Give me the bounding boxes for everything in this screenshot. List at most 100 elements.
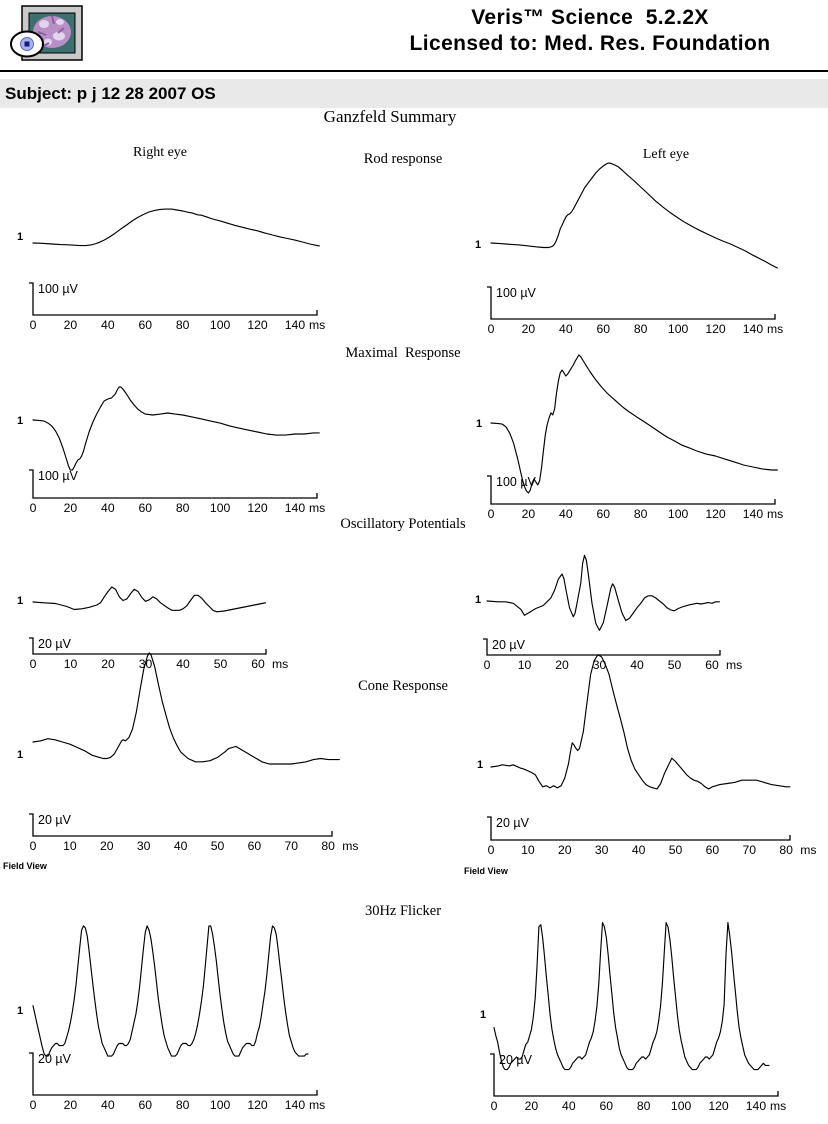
- tick-label: 40: [101, 318, 115, 332]
- tick-label: 30: [137, 839, 151, 853]
- tick-label: 10: [521, 843, 535, 857]
- trace-number-label: 1: [475, 239, 481, 251]
- x-unit-label: ms: [770, 1099, 786, 1113]
- row-label-maximal-response: Maximal Response: [345, 345, 461, 361]
- tick-label: 10: [64, 657, 78, 671]
- subject-bar: Subject: p j 12 28 2007 OS: [0, 79, 828, 108]
- trace-number-label: 1: [476, 418, 482, 430]
- trace-30hz-flicker-right-eye: [32, 925, 309, 1057]
- scale-label: 100 µV: [496, 286, 537, 300]
- trace-cone-response-right-eye: [32, 652, 340, 765]
- axis-maximal-response-left_eye: [487, 475, 776, 505]
- tick-label: 80: [176, 1098, 190, 1112]
- tick-label: 40: [632, 843, 646, 857]
- tick-label: 0: [30, 318, 37, 332]
- tick-label: 0: [488, 507, 495, 521]
- tick-label: 140: [746, 1099, 767, 1113]
- row-label-cone-response: Cone Response: [358, 678, 448, 694]
- trace-oscillatory-potentials-left-eye: [486, 554, 721, 631]
- trace-number-label: 1: [17, 415, 23, 427]
- trace-maximal-response-right-eye: [32, 386, 320, 471]
- panel-30hz-flicker-right-eye: 20 µV 0 20 40 60 80 100 120 140 ms 1: [17, 925, 325, 1112]
- axis-oscillatory-potentials-left_eye: [483, 638, 721, 656]
- tick-label: 120: [247, 318, 268, 332]
- tick-label: 60: [138, 318, 152, 332]
- tick-label: 20: [100, 839, 114, 853]
- tick-label: 40: [176, 657, 190, 671]
- tick-label: 40: [559, 507, 573, 521]
- tick-label: 50: [669, 843, 683, 857]
- tick-label: 20: [64, 1098, 78, 1112]
- tick-label: 40: [630, 658, 644, 672]
- scale-label: 20 µV: [499, 1053, 533, 1067]
- tick-label: 40: [101, 1098, 115, 1112]
- tick-label: 60: [248, 839, 262, 853]
- panel-rod-response-left-eye: 100 µV 0 20 40 60 80 100 120 140 ms 1: [475, 162, 783, 336]
- tick-label: 80: [176, 318, 190, 332]
- tick-label: 40: [562, 1099, 576, 1113]
- x-unit-label: ms: [767, 322, 783, 336]
- x-unit-label: ms: [342, 839, 358, 853]
- panel-oscillatory-potentials-left-eye: 20 µV0 10 20 30 40 50 60 ms 1: [475, 554, 742, 672]
- tick-label: 60: [706, 843, 720, 857]
- tick-label: 80: [779, 843, 793, 857]
- row-label-oscillatory-potentials: Oscillatory Potentials: [340, 516, 466, 532]
- trace-number-label: 1: [17, 231, 23, 243]
- page-title: Ganzfeld Summary: [323, 107, 457, 126]
- tick-label: 140: [285, 1098, 306, 1112]
- x-unit-label: ms: [800, 843, 816, 857]
- tick-label: 60: [596, 322, 610, 336]
- tick-label: 20: [555, 658, 569, 672]
- tick-label: 140: [743, 507, 764, 521]
- tick-label: 60: [705, 658, 719, 672]
- x-unit-label: ms: [767, 507, 783, 521]
- trace-number-label: 1: [480, 1009, 486, 1021]
- tick-label: 50: [211, 839, 225, 853]
- scale-label: 20 µV: [38, 813, 72, 827]
- tick-label: 60: [596, 507, 610, 521]
- x-unit-label: ms: [309, 1098, 325, 1112]
- tick-label: 0: [491, 1099, 498, 1113]
- field-view-label-left-eye: Field View: [464, 866, 508, 876]
- x-unit-label: ms: [272, 657, 288, 671]
- tick-label: 0: [488, 843, 495, 857]
- tick-label: 60: [599, 1099, 613, 1113]
- tick-label: 0: [488, 322, 495, 336]
- tick-label: 60: [138, 501, 152, 515]
- panel-maximal-response-left-eye: 100 µV 0 20 40 60 80 100 120 140 ms 1: [476, 354, 783, 521]
- tick-label: 0: [30, 1098, 37, 1112]
- tick-label: 0: [484, 658, 491, 672]
- tick-label: 20: [522, 507, 536, 521]
- tick-label: 80: [321, 839, 335, 853]
- x-unit-label: ms: [309, 501, 325, 515]
- tick-label: 40: [101, 501, 115, 515]
- tick-label: 100: [671, 1099, 692, 1113]
- column-header-left-eye: Left eye: [642, 147, 690, 162]
- tick-label: 80: [634, 507, 648, 521]
- scale-label: 20 µV: [38, 1052, 72, 1066]
- column-header-right-eye: Right eye: [132, 145, 188, 160]
- tick-label: 100: [210, 318, 231, 332]
- axis-maximal-response-right_eye: [29, 469, 318, 499]
- tick-label: 120: [247, 501, 268, 515]
- tick-label: 80: [634, 322, 648, 336]
- panel-rod-response-right-eye: 100 µV 0 20 40 60 80 100 120 140 ms 1: [17, 208, 325, 332]
- trace-rod-response-left-eye: [490, 162, 778, 269]
- trace-number-label: 1: [475, 594, 481, 606]
- tick-label: 20: [64, 318, 78, 332]
- row-label-rod-response: Rod response: [363, 151, 443, 167]
- tick-label: 60: [138, 1098, 152, 1112]
- tick-label: 100: [210, 1098, 231, 1112]
- tick-label: 40: [559, 322, 573, 336]
- tick-label: 50: [214, 657, 228, 671]
- panel-cone-response-left-eye: 20 µV0 10 20 30 40 50 60 70 80 ms1: [477, 654, 816, 857]
- tick-label: 0: [30, 839, 37, 853]
- tick-label: 100: [210, 501, 231, 515]
- header-divider: [0, 70, 828, 72]
- tick-label: 70: [285, 839, 299, 853]
- trace-30hz-flicker-left-eye: [493, 922, 770, 1071]
- panel-maximal-response-right-eye: 100 µV 0 20 40 60 80 100 120 140 ms 1: [17, 386, 325, 515]
- tick-label: 20: [101, 657, 115, 671]
